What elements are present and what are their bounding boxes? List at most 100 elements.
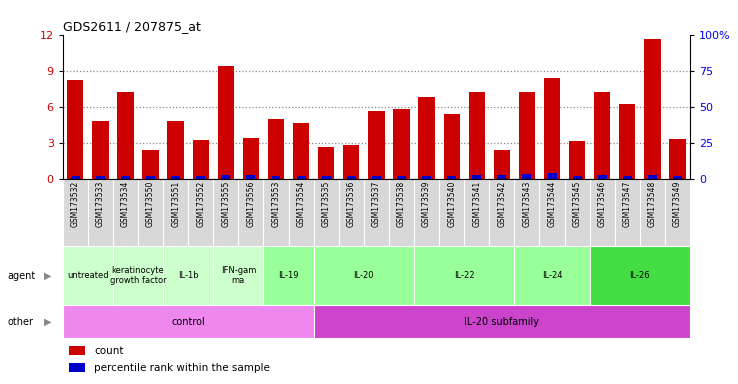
Bar [272, 176, 280, 179]
Bar [673, 176, 682, 179]
Bar [113, 246, 163, 305]
Bar [243, 138, 259, 179]
Bar [368, 111, 384, 179]
Bar [573, 176, 582, 179]
Text: IL-26: IL-26 [630, 271, 650, 280]
Text: GSM173551: GSM173551 [171, 180, 180, 227]
Text: GSM173556: GSM173556 [246, 180, 255, 227]
Bar [569, 141, 585, 179]
Bar [246, 175, 255, 179]
Bar [218, 66, 234, 179]
Bar [644, 40, 661, 179]
Bar [69, 346, 85, 355]
Bar [196, 176, 205, 179]
Text: GSM173555: GSM173555 [221, 180, 230, 227]
Bar [619, 104, 635, 179]
Text: GSM173552: GSM173552 [196, 180, 205, 227]
Bar [96, 176, 105, 179]
Text: GSM173538: GSM173538 [397, 180, 406, 227]
Text: GSM173553: GSM173553 [272, 180, 280, 227]
Text: GSM173544: GSM173544 [548, 180, 556, 227]
Bar [414, 246, 514, 305]
Bar [63, 246, 113, 305]
Text: GSM173543: GSM173543 [523, 180, 531, 227]
Bar [347, 176, 356, 179]
Text: GSM173536: GSM173536 [347, 180, 356, 227]
Bar [213, 246, 263, 305]
Bar [623, 176, 632, 179]
Bar [71, 176, 80, 179]
Bar [397, 176, 406, 179]
Bar [548, 173, 556, 179]
Text: ▶: ▶ [44, 316, 52, 327]
Bar [117, 92, 134, 179]
Bar [297, 176, 306, 179]
Text: GSM173549: GSM173549 [673, 180, 682, 227]
Text: GSM173545: GSM173545 [573, 180, 582, 227]
Bar [318, 147, 334, 179]
Text: ▶: ▶ [44, 270, 52, 281]
Text: GSM173542: GSM173542 [497, 180, 506, 227]
Text: GSM173539: GSM173539 [422, 180, 431, 227]
Text: IL-1b: IL-1b [178, 271, 199, 280]
Bar [293, 123, 309, 179]
Bar [314, 246, 414, 305]
Text: count: count [94, 346, 123, 356]
Bar [193, 140, 209, 179]
Text: GSM173548: GSM173548 [648, 180, 657, 227]
Bar [514, 246, 590, 305]
Bar [168, 121, 184, 179]
Text: GSM173535: GSM173535 [322, 180, 331, 227]
Bar [494, 150, 510, 179]
Bar [447, 176, 456, 179]
Text: IL-20: IL-20 [354, 271, 374, 280]
Text: keratinocyte
growth factor: keratinocyte growth factor [110, 266, 166, 285]
Text: agent: agent [7, 270, 35, 281]
Text: GSM173540: GSM173540 [447, 180, 456, 227]
Bar [92, 121, 108, 179]
Bar [393, 109, 410, 179]
Text: GSM173550: GSM173550 [146, 180, 155, 227]
Bar [171, 176, 180, 179]
Bar [497, 175, 506, 179]
Bar [69, 363, 85, 372]
Text: percentile rank within the sample: percentile rank within the sample [94, 363, 270, 373]
Bar [648, 175, 657, 179]
Text: IL-24: IL-24 [542, 271, 562, 280]
Bar [314, 305, 690, 338]
Bar [63, 305, 314, 338]
Text: GSM173532: GSM173532 [71, 180, 80, 227]
Bar [469, 92, 485, 179]
Bar [590, 246, 690, 305]
Bar [444, 114, 460, 179]
Bar [669, 139, 686, 179]
Text: untreated: untreated [67, 271, 108, 280]
Text: GSM173546: GSM173546 [598, 180, 607, 227]
Bar [594, 92, 610, 179]
Text: GSM173534: GSM173534 [121, 180, 130, 227]
Text: IL-22: IL-22 [454, 271, 475, 280]
Text: control: control [171, 316, 205, 327]
Bar [519, 92, 535, 179]
Bar [263, 246, 314, 305]
Bar [523, 174, 531, 179]
Bar [142, 150, 159, 179]
Bar [472, 175, 481, 179]
Bar [146, 176, 155, 179]
Bar [422, 176, 431, 179]
Bar [544, 78, 560, 179]
Bar [322, 176, 331, 179]
Bar [67, 80, 83, 179]
Text: GDS2611 / 207875_at: GDS2611 / 207875_at [63, 20, 201, 33]
Bar [598, 175, 607, 179]
Bar [268, 119, 284, 179]
Text: GSM173537: GSM173537 [372, 180, 381, 227]
Text: IL-19: IL-19 [278, 271, 299, 280]
Bar [221, 175, 230, 179]
Bar [121, 176, 130, 179]
Text: GSM173554: GSM173554 [297, 180, 306, 227]
Text: IFN-gam
ma: IFN-gam ma [221, 266, 256, 285]
Text: GSM173533: GSM173533 [96, 180, 105, 227]
Bar [163, 246, 213, 305]
Bar [418, 97, 435, 179]
